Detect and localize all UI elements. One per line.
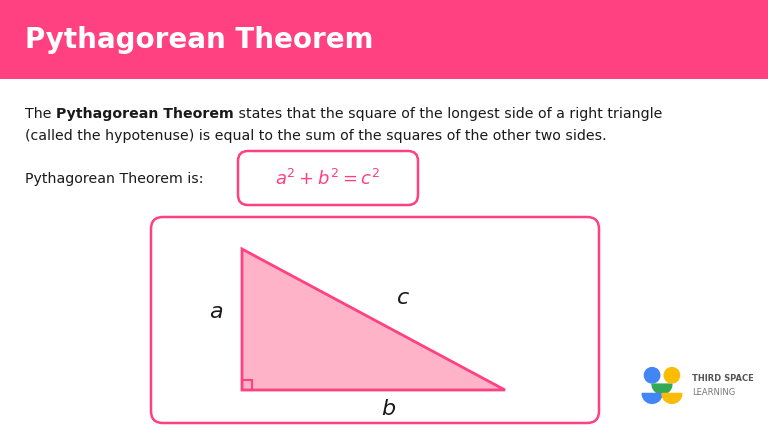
Text: states that the square of the longest side of a right triangle: states that the square of the longest si… xyxy=(233,107,662,121)
Text: b: b xyxy=(382,398,396,418)
Text: LEARNING: LEARNING xyxy=(692,388,735,397)
Polygon shape xyxy=(652,384,672,394)
Text: Pythagorean Theorem is:: Pythagorean Theorem is: xyxy=(25,171,204,186)
Polygon shape xyxy=(642,394,662,404)
Text: Pythagorean Theorem: Pythagorean Theorem xyxy=(56,107,233,121)
Text: (called the hypotenuse) is equal to the sum of the squares of the other two side: (called the hypotenuse) is equal to the … xyxy=(25,129,607,143)
Text: The: The xyxy=(25,107,56,121)
Circle shape xyxy=(644,368,660,383)
FancyBboxPatch shape xyxy=(151,217,599,423)
Bar xyxy=(242,380,252,390)
FancyBboxPatch shape xyxy=(238,151,418,206)
FancyBboxPatch shape xyxy=(0,0,768,80)
Text: Pythagorean Theorem: Pythagorean Theorem xyxy=(25,26,373,54)
Text: THIRD SPACE: THIRD SPACE xyxy=(692,374,753,383)
Text: c: c xyxy=(397,288,409,308)
Text: $a^2 + b^2 = c^2$: $a^2 + b^2 = c^2$ xyxy=(276,168,381,189)
Circle shape xyxy=(664,368,680,383)
Polygon shape xyxy=(662,394,682,404)
Polygon shape xyxy=(242,250,505,390)
Text: a: a xyxy=(209,302,223,322)
